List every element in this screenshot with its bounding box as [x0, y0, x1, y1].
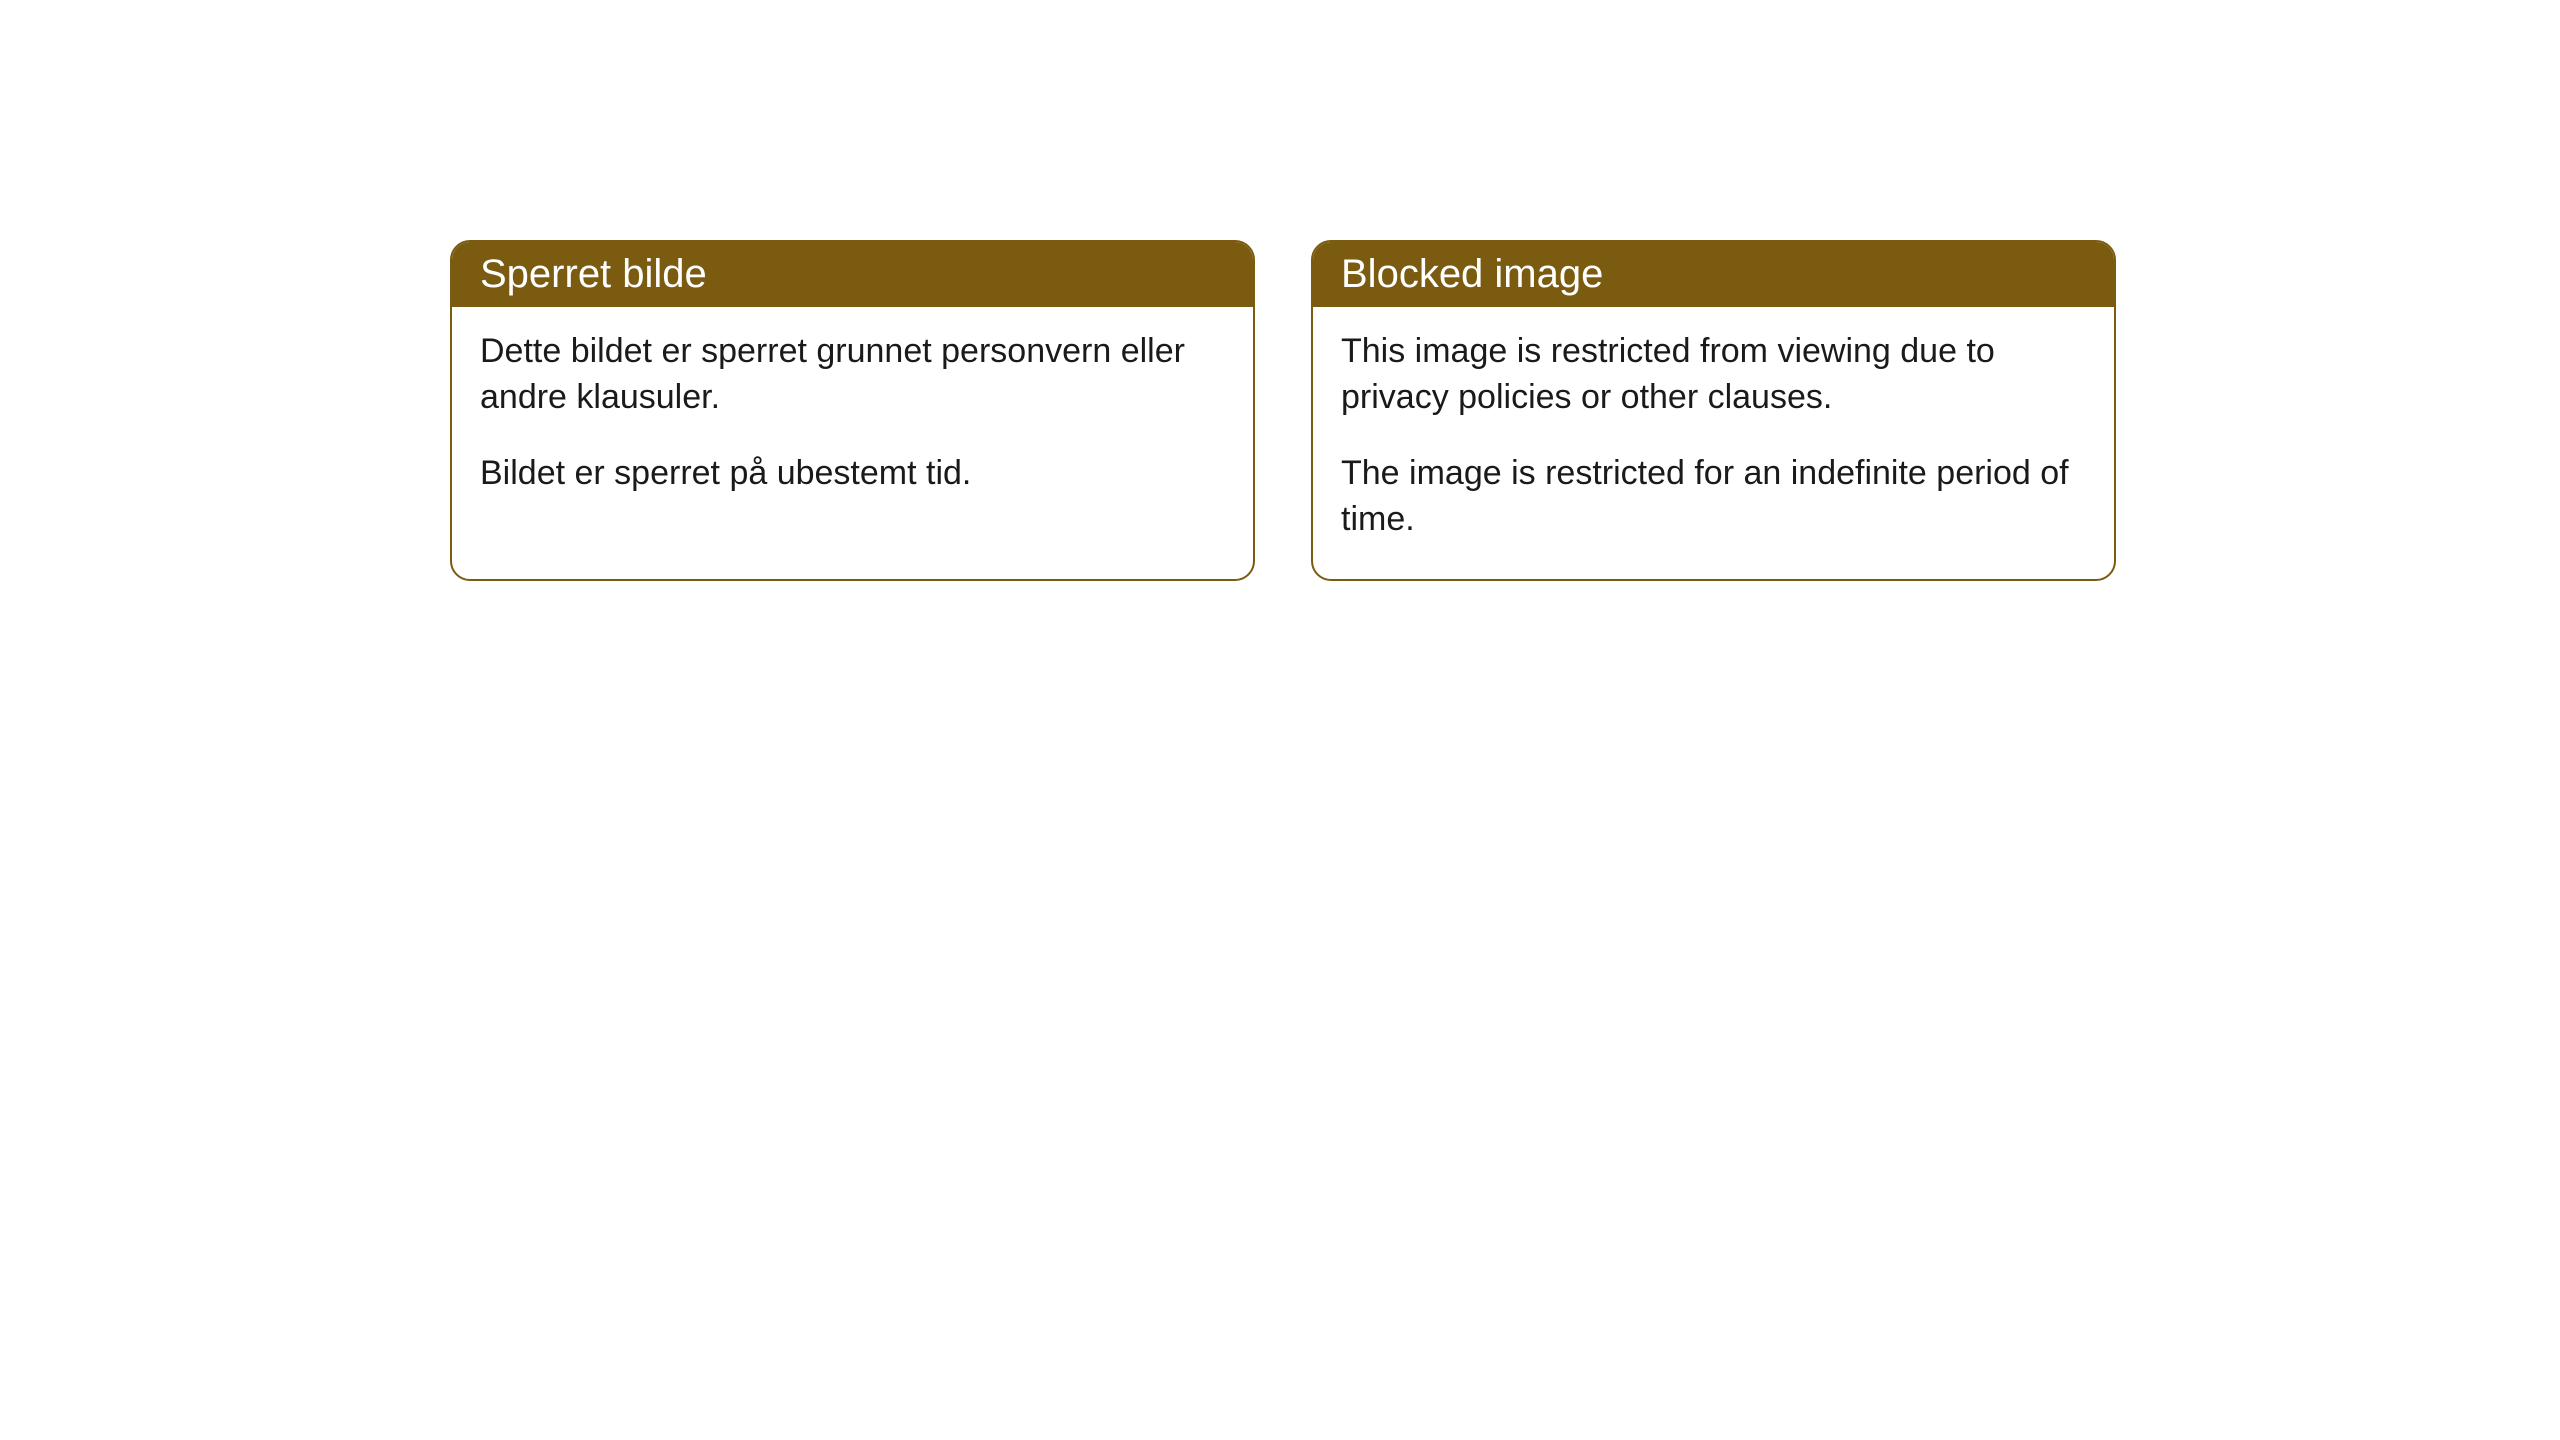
card-title: Blocked image: [1341, 252, 1603, 296]
card-header-english: Blocked image: [1313, 242, 2114, 307]
card-body-english: This image is restricted from viewing du…: [1313, 307, 2114, 579]
card-paragraph: The image is restricted for an indefinit…: [1341, 451, 2086, 543]
card-header-norwegian: Sperret bilde: [452, 242, 1253, 307]
card-english: Blocked image This image is restricted f…: [1311, 240, 2116, 581]
card-paragraph: Bildet er sperret på ubestemt tid.: [480, 451, 1225, 497]
card-body-norwegian: Dette bildet er sperret grunnet personve…: [452, 307, 1253, 533]
card-norwegian: Sperret bilde Dette bildet er sperret gr…: [450, 240, 1255, 581]
card-paragraph: Dette bildet er sperret grunnet personve…: [480, 329, 1225, 421]
card-title: Sperret bilde: [480, 252, 707, 296]
notice-container: Sperret bilde Dette bildet er sperret gr…: [450, 240, 2116, 581]
card-paragraph: This image is restricted from viewing du…: [1341, 329, 2086, 421]
